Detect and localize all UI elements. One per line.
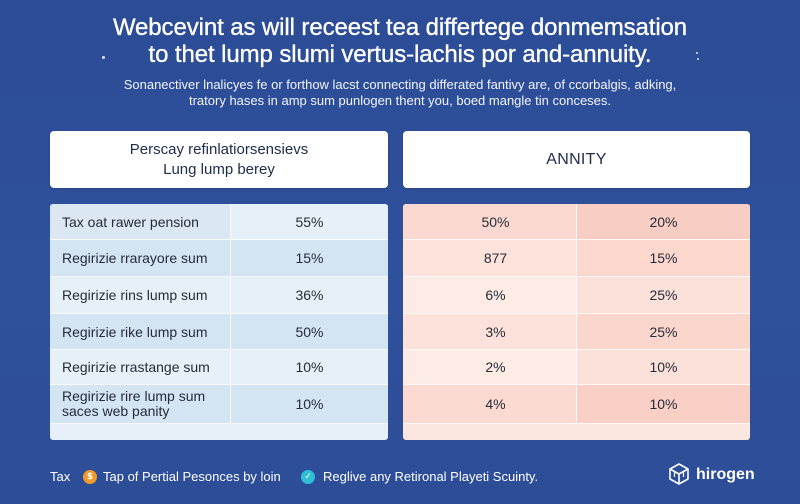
subtitle-line-1: Sonanectiver lnalicyes fe or forthow lac…: [123, 77, 677, 92]
page-title-line-2: to thet lump slumi vertus-lachis por and…: [148, 41, 652, 68]
table-row: Regirizie rire lump sum saces web panity…: [50, 385, 388, 424]
table-row: 3% 25%: [403, 314, 750, 350]
sparkle-dot: [696, 52, 698, 54]
table-row: Regirizie rins lump sum 36%: [50, 277, 388, 314]
sparkle-dot: [697, 58, 699, 60]
page-title-line-1: Webcevint as will receest tea differtege…: [112, 14, 688, 41]
annuity-value-col2: 25%: [577, 314, 750, 349]
annuity-value-col2: 25%: [577, 277, 750, 313]
row-label: Regirizie rike lump sum: [50, 314, 231, 349]
row-label: Regirizie rrarayore sum: [50, 240, 231, 276]
lump-sum-value: 10%: [295, 396, 324, 412]
lump-sum-value: 15%: [295, 250, 324, 266]
annuity-value-col2: 10%: [577, 350, 750, 384]
annuity-value-col1: 2%: [403, 350, 577, 384]
table-row: 2% 10%: [403, 350, 750, 385]
brand-name: hirogen: [696, 466, 755, 483]
table-row: Tax oat rawer pension 55%: [50, 204, 388, 240]
annuity-value-col1: 6%: [403, 277, 577, 313]
sparkle-dot: [102, 56, 105, 59]
table-row: Regirizie rrarayore sum 15%: [50, 240, 388, 277]
lump-sum-value: 10%: [295, 359, 324, 375]
annuity-table: 50% 20% 877 15% 6% 25% 3% 25% 2% 10% 4% …: [403, 204, 750, 440]
footer-lead: Tax: [50, 469, 71, 484]
table-row: Regirizie rrastange sum 10%: [50, 350, 388, 385]
table-row: 6% 25%: [403, 277, 750, 314]
annuity-value-col2: 10%: [577, 385, 750, 423]
lump-sum-table: Tax oat rawer pension 55% Regirizie rrar…: [50, 204, 388, 440]
annuity-value-col2: 20%: [577, 204, 750, 239]
lump-sum-value: 55%: [231, 204, 388, 239]
lump-sum-header-line-2: Lung lump berey: [163, 160, 275, 178]
annuity-value-col2: 15%: [577, 240, 750, 276]
table-row: 50% 20%: [403, 204, 750, 240]
row-label: Tax oat rawer pension: [50, 204, 231, 239]
cube-icon: [669, 463, 689, 485]
table-row: Regirizie rike lump sum 50%: [50, 314, 388, 350]
lump-sum-value: 36%: [295, 287, 324, 303]
coin-icon: $: [83, 470, 97, 484]
row-label: Regirizie rire lump sum saces web panity: [50, 385, 231, 423]
annuity-value-col1: 50%: [403, 204, 577, 239]
subtitle-line-2: tratory hases in amp sum punlogen thent …: [188, 93, 612, 108]
table-row: 877 15%: [403, 240, 750, 277]
lump-sum-value: 50%: [295, 323, 324, 340]
lump-sum-header-card: Perscay refinlatiorsensievs Lung lump be…: [50, 131, 388, 188]
row-label: Regirizie rrastange sum: [50, 350, 231, 384]
footer-note-2: Reglive any Retironal Playeti Scuinty.: [323, 469, 539, 484]
check-icon: ✓: [301, 470, 315, 484]
annuity-value-col1: 3%: [403, 314, 577, 349]
annuity-value-col1: 877: [403, 240, 577, 276]
lump-sum-header-line-1: Perscay refinlatiorsensievs: [129, 140, 309, 158]
row-label: Regirizie rins lump sum: [50, 277, 231, 313]
row-label-line-1: Regirizie rire lump sum: [62, 388, 206, 404]
annuity-header: ANNITY: [546, 150, 607, 168]
annuity-value-col1: 4%: [403, 385, 577, 423]
row-label-line-2: saces web panity: [62, 403, 170, 419]
annuity-header-card: ANNITY: [403, 131, 750, 188]
footer-note-1: Tap of Pertial Pesonces by loin: [103, 469, 281, 484]
table-row: 4% 10%: [403, 385, 750, 424]
